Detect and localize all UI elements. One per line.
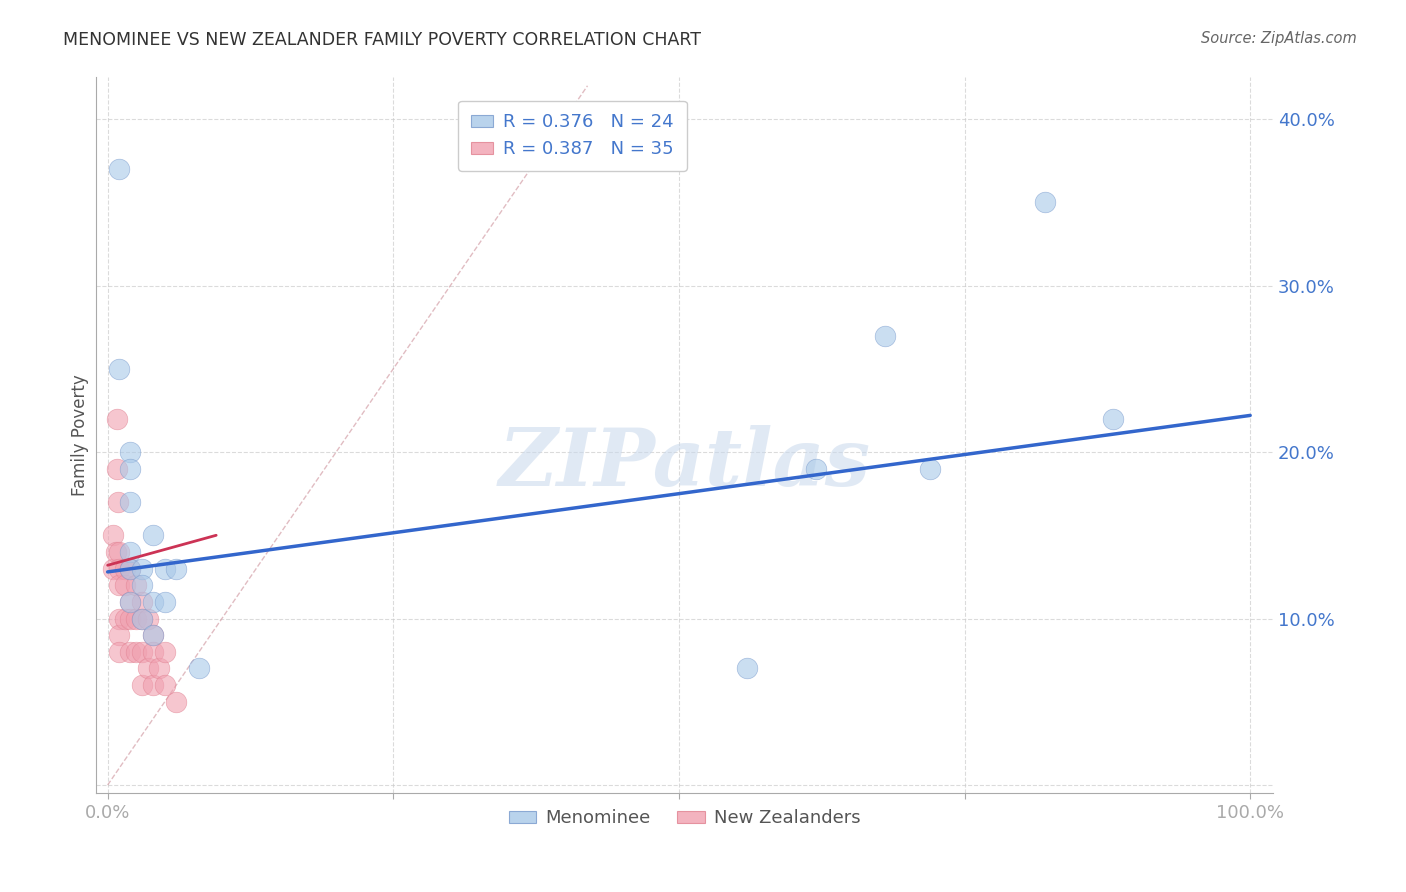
Point — [131, 595, 153, 609]
Point — [108, 645, 131, 659]
Point — [104, 545, 127, 559]
Point — [153, 678, 176, 692]
Point — [165, 561, 187, 575]
Point — [920, 461, 942, 475]
Point — [142, 528, 165, 542]
Point — [131, 578, 153, 592]
Point — [105, 411, 128, 425]
Point — [108, 545, 131, 559]
Text: Source: ZipAtlas.com: Source: ZipAtlas.com — [1201, 31, 1357, 46]
Point — [142, 678, 165, 692]
Y-axis label: Family Poverty: Family Poverty — [72, 375, 89, 496]
Point — [120, 561, 142, 575]
Point — [108, 611, 131, 625]
Point — [114, 611, 136, 625]
Point — [804, 461, 827, 475]
Point — [142, 645, 165, 659]
Point — [105, 461, 128, 475]
Point — [153, 595, 176, 609]
Point — [120, 645, 142, 659]
Point — [125, 645, 148, 659]
Point — [114, 561, 136, 575]
Point — [108, 561, 131, 575]
Point — [120, 561, 142, 575]
Point — [1102, 411, 1125, 425]
Point — [136, 661, 159, 675]
Point — [120, 461, 142, 475]
Point — [136, 611, 159, 625]
Point — [108, 578, 131, 592]
Point — [131, 678, 153, 692]
Point — [131, 645, 153, 659]
Point — [148, 661, 170, 675]
Point — [120, 545, 142, 559]
Point — [120, 595, 142, 609]
Point — [873, 328, 896, 343]
Point — [142, 628, 165, 642]
Legend: Menominee, New Zealanders: Menominee, New Zealanders — [502, 802, 868, 834]
Point — [153, 561, 176, 575]
Point — [188, 661, 211, 675]
Point — [120, 611, 142, 625]
Point — [120, 495, 142, 509]
Point — [131, 561, 153, 575]
Point — [103, 528, 125, 542]
Point — [103, 561, 125, 575]
Point — [120, 595, 142, 609]
Point — [142, 595, 165, 609]
Point — [737, 661, 759, 675]
Text: MENOMINEE VS NEW ZEALANDER FAMILY POVERTY CORRELATION CHART: MENOMINEE VS NEW ZEALANDER FAMILY POVERT… — [63, 31, 702, 49]
Text: ZIPatlas: ZIPatlas — [499, 425, 870, 503]
Point — [131, 611, 153, 625]
Point — [153, 645, 176, 659]
Point — [120, 445, 142, 459]
Point — [108, 161, 131, 176]
Point — [142, 628, 165, 642]
Point — [165, 695, 187, 709]
Point — [108, 361, 131, 376]
Point — [1033, 195, 1056, 210]
Point — [125, 578, 148, 592]
Point — [107, 495, 129, 509]
Point — [125, 611, 148, 625]
Point — [131, 611, 153, 625]
Point — [108, 628, 131, 642]
Point — [114, 578, 136, 592]
